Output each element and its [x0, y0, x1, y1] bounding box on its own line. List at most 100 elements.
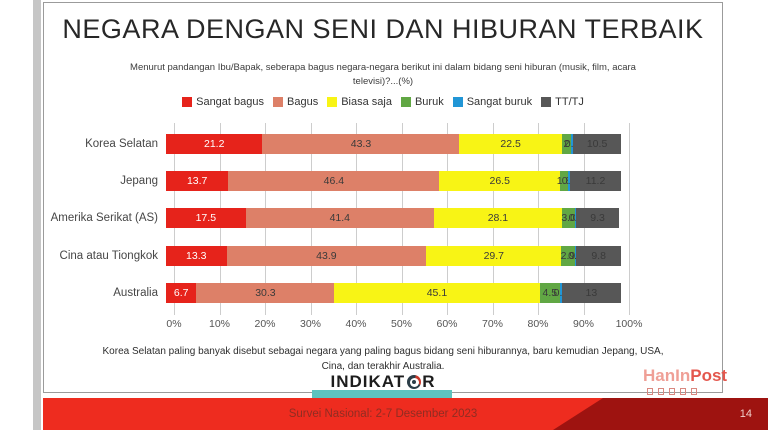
segment-value-label: 13 — [585, 287, 598, 300]
legend-label: Buruk — [414, 96, 444, 108]
legend-item: Sangat buruk — [452, 96, 533, 108]
bar-segment: 22.5 — [459, 133, 562, 154]
row-label: Australia — [113, 287, 158, 300]
segment-value-label: 21.2 — [204, 137, 225, 150]
background-divider — [33, 0, 41, 430]
x-tick-label: 80% — [527, 318, 549, 330]
row-label: Cina atau Tiongkok — [59, 249, 158, 262]
segment-value-label: 11.2 — [585, 175, 606, 188]
bar-track: 21.2 43.3 22.5 2 0.5 10.5 — [166, 133, 621, 154]
bar-segment: 13.7 — [166, 171, 229, 192]
bar-segment: 17.5 — [166, 208, 246, 229]
legend-label: TT/TJ — [555, 96, 584, 108]
x-tick-label: 20% — [254, 318, 276, 330]
bar-segment: 21.2 — [166, 133, 263, 154]
bar-segment: 43.9 — [226, 245, 427, 266]
segment-value-label: 6.7 — [173, 287, 189, 300]
row-label: Korea Selatan — [85, 137, 158, 150]
page-number: 14 — [739, 408, 752, 420]
bar-track: 13.746.426.51.80.411.2 — [166, 171, 621, 192]
segment-value-label: 9.8 — [591, 249, 606, 262]
legend-item: Buruk — [400, 96, 444, 108]
segment-value-label: 2 — [563, 137, 570, 150]
segment-value-label: 22.5 — [500, 137, 521, 150]
segment-value-label: 43.9 — [316, 249, 337, 262]
chart-note: Korea Selatan paling banyak disebut seba… — [74, 344, 692, 374]
bar-segment: 26.5 — [439, 171, 560, 192]
watermark-subtext-glyphs — [643, 388, 743, 395]
segment-value-label: 13.7 — [186, 175, 208, 188]
legend-item: TT/TJ — [541, 96, 584, 108]
compass-o-icon — [407, 375, 422, 389]
legend-swatch — [327, 97, 338, 107]
chart-row: Amerika Serikat (AS)17.541.428.13.00.29.… — [44, 200, 722, 237]
indikator-logo: INDIKAT R — [44, 372, 722, 392]
legend-swatch — [400, 97, 411, 107]
watermark-glyph — [658, 388, 664, 395]
bar-segment: 29.7 — [426, 245, 562, 266]
legend-swatch — [273, 97, 283, 107]
stacked-bar-chart: Korea Selatan 21.2 43.3 22.5 2 0.5 10.5 Jepang 1… — [44, 123, 722, 330]
x-tick-label: 40% — [345, 318, 367, 330]
bar-segment: 2.9 — [560, 245, 576, 266]
compass-o-dot — [412, 380, 417, 384]
segment-value-label: 2.9 — [560, 249, 576, 262]
watermark-part2: Post — [690, 366, 728, 385]
haninpost-watermark: HanInPost — [643, 366, 743, 395]
watermark-glyph — [647, 388, 653, 395]
segment-value-label: 30.3 — [255, 287, 276, 300]
teal-accent-bar — [312, 390, 452, 398]
row-label: Amerika Serikat (AS) — [50, 212, 158, 225]
bar-track: 6.730.345.14.50.413 — [166, 283, 621, 304]
page-title: NEGARA DENGAN SENI DAN HIBURAN TERBAIK — [62, 14, 704, 44]
segment-value-label: 17.5 — [195, 212, 217, 225]
segment-value-label: 26.5 — [489, 175, 510, 188]
gridline — [629, 123, 630, 315]
watermark-glyph — [680, 388, 686, 395]
bar-segment: 13 — [561, 283, 621, 304]
row-label: Jepang — [120, 175, 158, 188]
segment-value-label: 3.0 — [561, 212, 576, 225]
legend-item: Biasa saja — [327, 96, 392, 108]
x-tick-label: 50% — [390, 318, 413, 330]
segment-value-label: 10.5 — [586, 137, 608, 150]
segment-value-label: 29.7 — [483, 249, 505, 262]
segment-value-label: 4.5 — [542, 287, 558, 300]
segment-value-label: 46.4 — [323, 175, 345, 188]
segment-value-label: 9.3 — [590, 212, 605, 225]
chart-subtitle: Menurut pandangan Ibu/Bapak, seberapa ba… — [130, 62, 636, 88]
bar-segment: 9.3 — [576, 208, 619, 229]
bar-segment: 11.2 — [570, 171, 621, 192]
bar-segment: 30.3 — [196, 283, 335, 304]
logo-text-left: INDIKAT — [330, 372, 406, 391]
note-line-2: Cina, dan terakhir Australia. — [321, 361, 445, 372]
chart-rows: Korea Selatan 21.2 43.3 22.5 2 0.5 10.5 Jepang 1… — [44, 125, 722, 312]
bar-track: 17.541.428.13.00.29.3 — [166, 208, 621, 229]
bar-segment: 3.0 — [561, 208, 576, 229]
bar-segment: 4.5 — [539, 283, 561, 304]
legend-label: Sangat buruk — [466, 96, 533, 108]
legend-item: Sangat bagus — [182, 96, 264, 108]
x-tick-label: 60% — [436, 318, 458, 330]
x-tick-label: 0% — [166, 318, 182, 330]
bar-segment: 41.4 — [245, 208, 434, 229]
segment-value-label: 43.3 — [350, 137, 372, 150]
bar-segment: 1.8 — [557, 171, 571, 192]
footer-bar: Survei Nasional: 2-7 Desember 2023 14 — [43, 398, 768, 430]
x-tick-label: 70% — [481, 318, 504, 330]
legend-label: Biasa saja — [341, 96, 392, 108]
bar-segment: 46.4 — [228, 171, 440, 192]
legend-swatch — [182, 97, 193, 107]
survey-label: Survei Nasional: 2-7 Desember 2023 — [288, 408, 478, 420]
segment-value-label: 45.1 — [426, 287, 448, 300]
bar-segment: 43.3 — [262, 133, 460, 154]
chart-row: Korea Selatan 21.2 43.3 22.5 2 0.5 10.5 — [44, 125, 722, 162]
bar-segment: 2 — [561, 133, 571, 154]
bar-track: 13.343.929.72.90.49.8 — [166, 245, 621, 266]
bar-segment: 9.8 — [576, 245, 621, 266]
bar-segment: 10.5 — [573, 133, 621, 154]
watermark-glyph — [669, 388, 675, 395]
